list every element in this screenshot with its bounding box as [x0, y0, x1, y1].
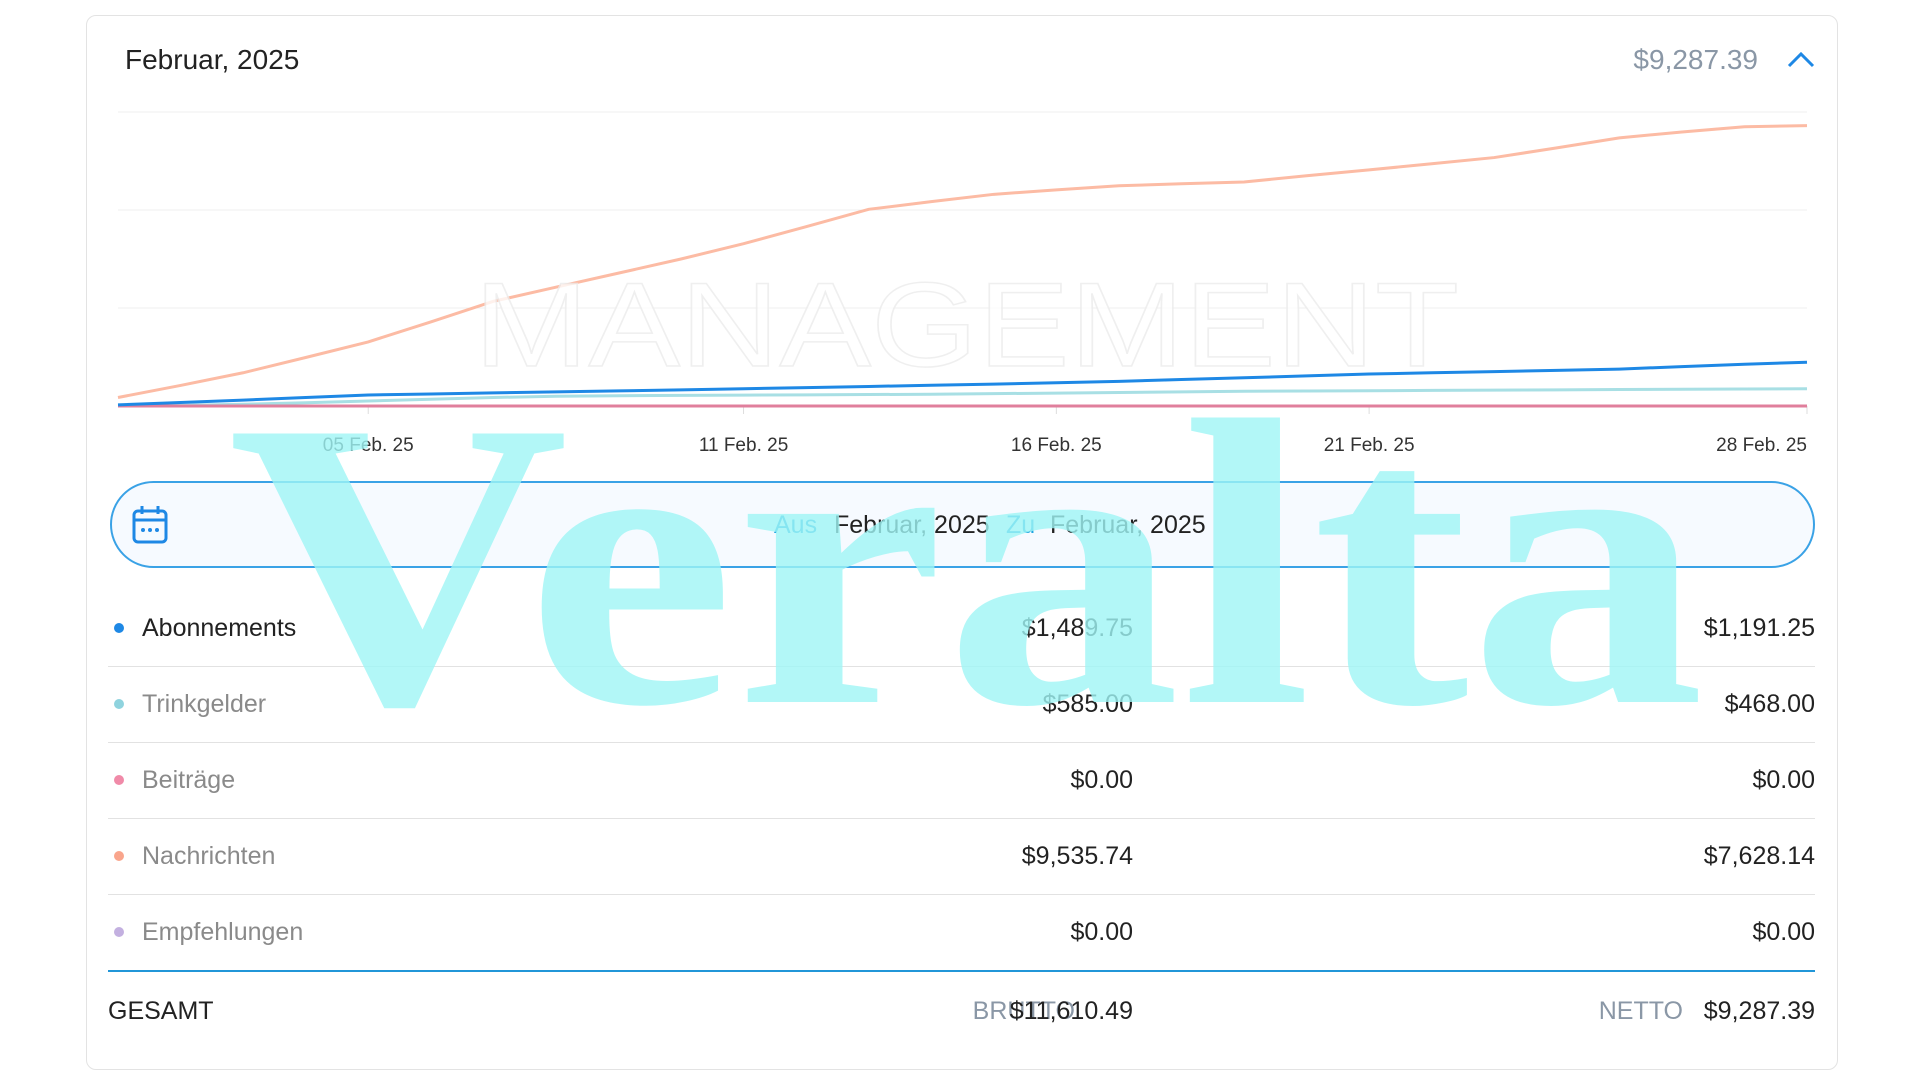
row-gross: $0.00: [1070, 918, 1133, 946]
x-tick-label: 21 Feb. 25: [1324, 435, 1415, 456]
table-row: Abonnements $1,489.75 $1,191.25: [108, 590, 1815, 667]
x-tick-label: 16 Feb. 25: [1011, 435, 1102, 456]
legend-dot: [114, 927, 124, 937]
net-label: NETTO: [1598, 997, 1683, 1025]
from-label: Aus: [774, 511, 818, 539]
x-tick-label: 05 Feb. 25: [323, 435, 414, 456]
to-label: Zu: [1006, 511, 1036, 539]
row-net: $0.00: [1752, 918, 1815, 946]
legend-dot: [114, 775, 124, 785]
series-line: [117, 360, 1808, 407]
month-title: Februar, 2025: [125, 44, 300, 75]
chevron: [1787, 51, 1815, 68]
card: [86, 15, 1838, 1070]
x-tick-label: 11 Feb. 25: [699, 435, 788, 456]
row-gross: $1,489.75: [1021, 614, 1133, 642]
legend-dot: [114, 623, 124, 633]
row-net: $0.00: [1752, 766, 1815, 794]
row-name: Trinkgelder: [142, 690, 267, 718]
net-total: $9,287.39: [1703, 997, 1815, 1025]
total-row: GESAMT BRUTTO $11,610.49 NETTO $9,287.39: [108, 970, 1815, 1025]
table-row: Empfehlungen $0.00 $0.00: [108, 894, 1815, 970]
row-name: Nachrichten: [142, 842, 276, 870]
to-date: Februar, 2025: [1050, 511, 1206, 539]
series-line: [117, 387, 1808, 408]
date-range-picker[interactable]: Aus Februar, 2025 Zu Februar, 2025: [110, 481, 1815, 568]
gross-total: $11,610.49: [1009, 997, 1133, 1025]
x-tick-label: 28 Feb. 25: [1716, 435, 1807, 456]
row-gross: $0.00: [1070, 766, 1133, 794]
collapse-toggle[interactable]: [1786, 50, 1816, 70]
row-net: $468.00: [1724, 690, 1815, 718]
row-name: Empfehlungen: [142, 918, 304, 946]
row-net: $1,191.25: [1703, 614, 1815, 642]
legend-dot: [114, 851, 124, 861]
table-row: Nachrichten $9,535.74 $7,628.14: [108, 818, 1815, 895]
row-name: Beiträge: [142, 766, 236, 794]
gross-label: BRUTTO: [972, 997, 1075, 1025]
legend-dot: [114, 699, 124, 709]
row-gross: $9,535.74: [1021, 842, 1133, 870]
from-date: Februar, 2025: [834, 511, 990, 539]
net-amount: $9,287.39: [1633, 44, 1758, 75]
series-line: [117, 124, 1808, 399]
row-gross: $585.00: [1042, 690, 1133, 718]
table-row: Trinkgelder $585.00 $468.00: [108, 666, 1815, 743]
table-row: Beiträge $0.00 $0.00: [108, 742, 1815, 819]
row-name: Abonnements: [142, 614, 297, 642]
chart: 05 Feb. 25 11 Feb. 25 16 Feb. 25 21 Feb. 25…: [117, 111, 1808, 456]
calendar-icon: [132, 506, 168, 544]
row-net: $7,628.14: [1703, 842, 1815, 870]
total-label: GESAMT: [108, 997, 214, 1025]
